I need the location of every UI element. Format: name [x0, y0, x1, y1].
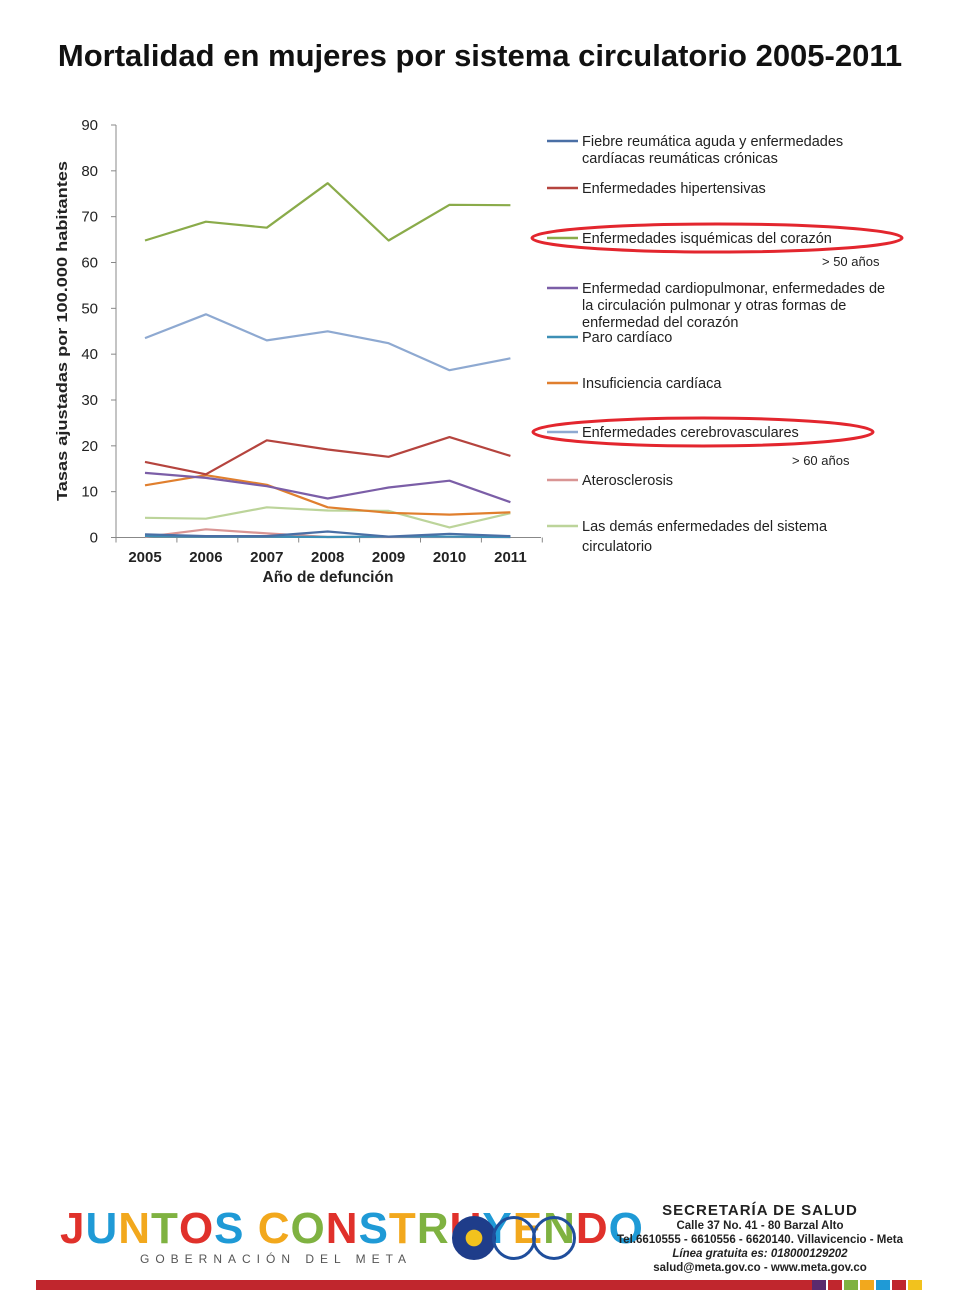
legend-entry-line: Paro cardíaco	[582, 330, 672, 346]
legend-entry-8: Aterosclerosis	[582, 473, 673, 489]
legend-entry-2: Enfermedades hipertensivas	[582, 181, 766, 197]
legend-entry-line: enfermedad del corazón	[582, 315, 738, 331]
series-line-4	[145, 473, 510, 502]
x-tick-label: 2006	[189, 549, 222, 566]
y-tick-label: 30	[81, 392, 98, 409]
series-line-2	[145, 437, 510, 474]
footer: JUNTOS CONSTRUYENDO GOBERNACIÓN DEL META…	[0, 592, 960, 720]
x-tick-label: 2008	[311, 549, 344, 566]
color-square	[860, 1280, 874, 1290]
dept-title: SECRETARÍA DE SALUD	[590, 1202, 930, 1219]
x-tick-label: 2010	[433, 549, 466, 566]
y-tick-label: 50	[81, 300, 98, 317]
legend-entry-6: Insuficiencia cardíaca	[582, 376, 722, 392]
x-tick-label: 2011	[494, 549, 527, 566]
y-tick-label: 80	[81, 163, 98, 180]
contact-email-web: salud@meta.gov.co - www.meta.gov.co	[590, 1261, 930, 1275]
series-line-7	[145, 314, 510, 370]
iqnet-icon	[532, 1216, 576, 1260]
y-tick-label: 90	[81, 117, 98, 134]
y-axis-label: Tasas ajustadas por 100.000 habitantes	[54, 161, 71, 501]
legend-entry-line: Aterosclerosis	[582, 473, 673, 489]
color-square	[812, 1280, 826, 1290]
x-tick-label: 2009	[372, 549, 405, 566]
x-tick-label: 2007	[250, 549, 283, 566]
legend-entry-line: Fiebre reumática aguda y enfermedades	[582, 134, 843, 150]
legend-entry-line: Enfermedades cerebrovasculares	[582, 425, 799, 441]
legend-entry-3: Enfermedades isquémicas del corazón	[582, 231, 832, 247]
y-tick-label: 10	[81, 484, 98, 501]
color-square	[908, 1280, 922, 1290]
legend-entry-9: Las demás enfermedades del sistema circul…	[582, 519, 828, 555]
y-tick-label: 40	[81, 346, 98, 363]
y-tick-label: 20	[81, 438, 98, 455]
line-chart: 0 10 20 30 40 50 60 70 80 90 2005 2006 2007 2008 2009 2…	[0, 0, 960, 592]
color-square	[876, 1280, 890, 1290]
footer-rule	[36, 1280, 812, 1290]
color-square	[892, 1280, 906, 1290]
y-tick-label: 60	[81, 255, 98, 272]
government-seal-icon	[452, 1216, 496, 1260]
legend-entry-4: Enfermedad cardiopulmonar, enfermedades …	[582, 281, 885, 331]
address: Calle 37 No. 41 - 80 Barzal Alto	[590, 1219, 930, 1233]
legend-entry-5: Paro cardíaco	[582, 330, 672, 346]
y-tick-label: 70	[81, 209, 98, 226]
x-axis-label: Año de defunción	[263, 569, 394, 586]
legend-entry-line: Las demás enfermedades del sistema	[582, 519, 828, 535]
legend-entry-line: la circulación pulmonar y otras formas d…	[582, 298, 846, 314]
legend-entry-line: Insuficiencia cardíaca	[582, 376, 722, 392]
series-line-6	[145, 475, 510, 514]
legend-entry-line: Enfermedades isquémicas del corazón	[582, 231, 832, 247]
legend-entry-line: Enfermedades hipertensivas	[582, 181, 766, 197]
series-line-9	[145, 507, 510, 527]
color-square	[828, 1280, 842, 1290]
x-tick-label: 2005	[128, 549, 161, 566]
annotation-over-50: > 50 años	[822, 254, 880, 269]
color-square	[844, 1280, 858, 1290]
legend-entry-7: Enfermedades cerebrovasculares	[582, 425, 799, 441]
hotline: Línea gratuita es: 018000129202	[590, 1247, 930, 1261]
icontec-iso-icon	[492, 1216, 536, 1260]
annotation-over-60: > 60 años	[792, 453, 850, 468]
secretaria-contact-block: SECRETARÍA DE SALUD Calle 37 No. 41 - 80…	[590, 1202, 930, 1275]
y-tick-label: 0	[90, 530, 98, 547]
logo-subtitle: GOBERNACIÓN DEL META	[140, 1252, 412, 1266]
phones: Tel.6610555 - 6610556 - 6620140. Villavi…	[590, 1233, 930, 1247]
legend-entry-line: Enfermedad cardiopulmonar, enfermedades …	[582, 281, 885, 297]
legend-entry-line: cardíacas reumáticas crónicas	[582, 151, 778, 167]
series-line-3	[145, 183, 510, 240]
legend-entry-line: circulatorio	[582, 539, 652, 555]
